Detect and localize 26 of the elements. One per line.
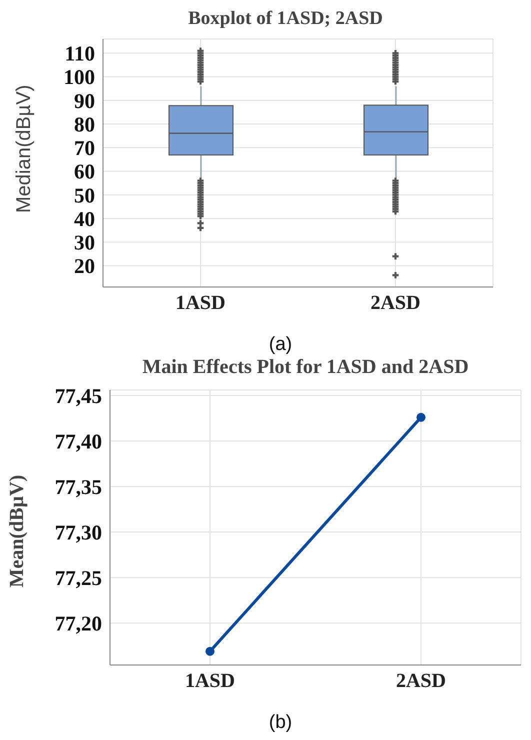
y-tick-label: 77,25 xyxy=(54,566,102,590)
y-tick-label: 90 xyxy=(74,88,95,113)
text: (a) xyxy=(268,334,294,356)
y-tick-label: 77,35 xyxy=(54,474,102,499)
y-tick-label: 20 xyxy=(74,254,95,278)
y-axis-title: Median(dBµV) xyxy=(13,84,36,213)
y-axis-title: Mean(dBµV) xyxy=(6,474,28,588)
y-tick-label: 77,40 xyxy=(54,429,102,454)
x-tick-label: 1ASD xyxy=(175,292,226,314)
chart-title: Main Effects Plot for 1ASD and 2ASD xyxy=(141,356,470,380)
x-tick-label: 1ASD xyxy=(184,670,236,692)
y-tick-label: 50 xyxy=(74,183,95,208)
y-tick-label: 40 xyxy=(74,206,95,231)
y-tick-label: 77,20 xyxy=(54,612,102,636)
y-tick-label: 100 xyxy=(64,65,95,90)
y-tick-label: 80 xyxy=(74,112,95,136)
y-tick-label: 70 xyxy=(74,136,95,160)
y-tick-label: 60 xyxy=(74,160,95,184)
chart-title: Boxplot of 1ASD; 2ASD xyxy=(187,8,384,31)
x-tick-label: 2ASD xyxy=(396,670,446,692)
y-tick-label: 77,30 xyxy=(54,520,102,545)
y-tick-label: 110 xyxy=(64,42,95,66)
text: (b) xyxy=(268,712,294,734)
y-tick-label: 30 xyxy=(74,230,95,255)
x-tick-label: 2ASD xyxy=(370,292,421,314)
y-tick-label: 77,45 xyxy=(54,384,102,408)
